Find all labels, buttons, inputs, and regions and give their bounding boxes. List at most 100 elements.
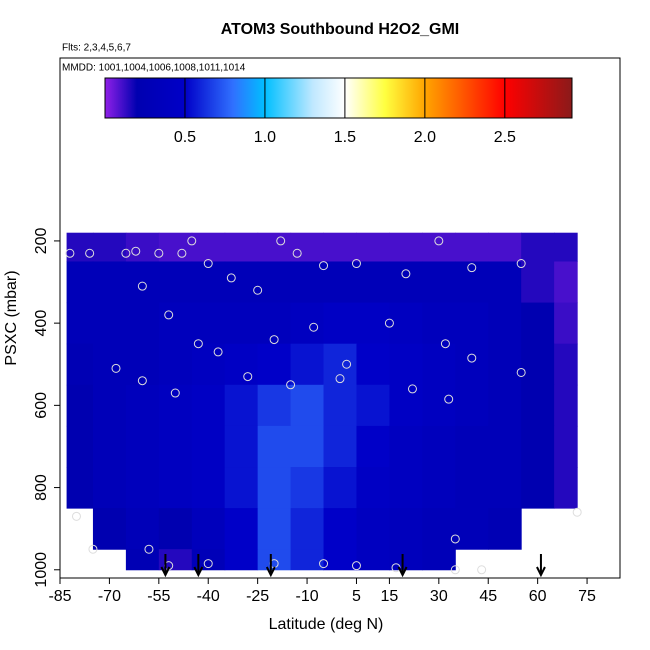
y-tick-label: 200 [33, 227, 50, 254]
x-tick-label: -40 [197, 588, 220, 605]
heat-cell [389, 549, 423, 571]
heat-cell [257, 467, 292, 509]
x-tick-label: -25 [246, 588, 269, 605]
heat-cell [125, 467, 160, 509]
heat-cell [158, 467, 193, 509]
heat-cell [158, 549, 193, 571]
y-axis-label: PSXC (mbar) [3, 270, 20, 365]
observation-point [203, 259, 213, 269]
observation-point [226, 273, 236, 283]
heat-cell [92, 302, 127, 345]
heat-cell [422, 549, 456, 571]
observation-point [467, 353, 477, 363]
chart-title: ATOM3 Southbound H2O2_GMI [221, 21, 460, 38]
heat-cell [257, 384, 292, 427]
observation-point [335, 374, 345, 384]
heat-cell [125, 302, 160, 345]
heat-cell [521, 384, 555, 427]
observation-point [440, 339, 450, 349]
heat-cell [356, 467, 390, 509]
heat-cell [422, 232, 456, 262]
heat-cell [488, 343, 522, 386]
heat-cell [92, 384, 127, 427]
colorbar-tick-label: 2.5 [494, 129, 516, 146]
heat-cell [389, 467, 423, 509]
heat-cell [191, 384, 226, 427]
observation-point [88, 544, 98, 554]
x-tick-label: -70 [98, 588, 121, 605]
x-tick-label: 45 [479, 588, 497, 605]
heat-cell [290, 384, 325, 427]
heat-cell [191, 343, 226, 386]
observation-point [177, 248, 187, 258]
observation-point [269, 335, 279, 345]
colorbar-tick-label: 2.0 [414, 129, 436, 146]
heat-cell [422, 425, 456, 468]
heat-cell [125, 549, 160, 571]
observation-point [407, 384, 417, 394]
heat-cell [92, 508, 127, 550]
heat-cell [257, 302, 292, 345]
heat-cell [158, 425, 193, 468]
heat-cell [455, 508, 489, 550]
observation-point [516, 259, 526, 269]
heat-cell [323, 549, 357, 571]
heat-cell [290, 302, 325, 345]
observation-point [467, 263, 477, 273]
subtitle: Flts: 2,3,4,5,6,7 [62, 43, 131, 54]
heat-cell [191, 232, 226, 262]
heat-cell [92, 343, 127, 386]
observation-point [154, 248, 164, 258]
heat-cell [158, 384, 193, 427]
heat-cell [323, 343, 357, 386]
heat-cell [554, 425, 578, 468]
heat-cell [92, 425, 127, 468]
heat-cell [422, 261, 456, 304]
heat-cell [488, 508, 522, 550]
heat-cell [521, 232, 555, 262]
heat-cell [66, 302, 94, 345]
heat-cell [158, 302, 193, 345]
heat-cell [389, 232, 423, 262]
heat-cell [521, 261, 555, 304]
heat-cell [158, 232, 193, 262]
observation-point [243, 372, 253, 382]
heat-cell [290, 261, 325, 304]
heat-cell [66, 261, 94, 304]
heat-cell [224, 508, 259, 550]
heat-cell [521, 302, 555, 345]
x-tick-label: 75 [578, 588, 596, 605]
heat-cell [422, 467, 456, 509]
heat-cell [66, 467, 94, 509]
observation-point [444, 394, 454, 404]
heat-cell [521, 467, 555, 509]
observation-point [292, 248, 302, 258]
observation-point [286, 380, 296, 390]
heat-cell [488, 467, 522, 509]
observation-point [65, 248, 75, 258]
heat-cell [554, 467, 578, 509]
heat-cell [323, 232, 357, 262]
heat-cell [158, 508, 193, 550]
observation-point [193, 339, 203, 349]
heat-cell [389, 384, 423, 427]
arrow [536, 554, 546, 578]
observation-point [71, 511, 81, 521]
heat-cell [389, 343, 423, 386]
heat-cell [257, 425, 292, 468]
heat-cell [323, 467, 357, 509]
heat-cell [389, 302, 423, 345]
observation-point [309, 322, 319, 332]
observation-point [137, 281, 147, 291]
heat-cell [389, 508, 423, 550]
y-tick-label: 400 [33, 310, 50, 337]
heat-cell [125, 232, 160, 262]
heat-cell [356, 425, 390, 468]
arrow [397, 554, 408, 578]
heat-cell [290, 343, 325, 386]
heat-cell [257, 343, 292, 386]
heat-cell [224, 232, 259, 262]
observation-point [342, 359, 352, 369]
observation-point [203, 559, 213, 569]
heat-cell [290, 508, 325, 550]
